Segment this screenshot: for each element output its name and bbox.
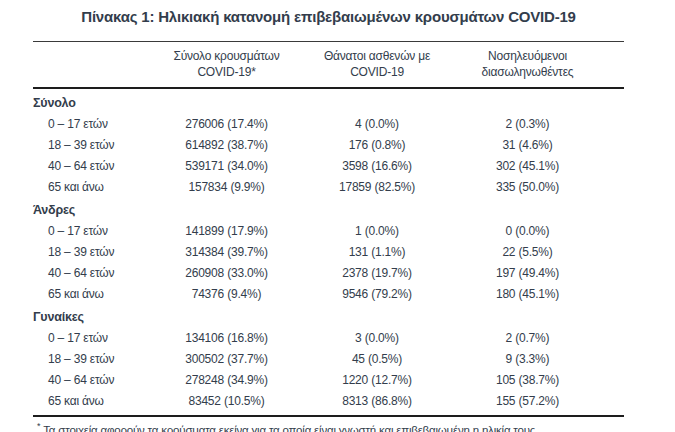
cases-value: 134106 (16.8%) [152,328,301,349]
table-row: 40 – 64 ετών539171 (34.0%)3598 (16.6%)30… [33,156,624,177]
header-line: Νοσηλευόμενοι [453,48,602,64]
table-row: 65 και άνω157834 (9.9%)17859 (82.5%)335 … [33,177,624,198]
intubated-value: 22 (5.5%) [453,242,624,263]
age-group-label: 0 – 17 ετών [33,328,152,349]
empty-cell [453,91,624,116]
age-group-label: 40 – 64 ετών [33,156,152,177]
table-row: 18 – 39 ετών614892 (38.7%)176 (0.8%)31 (… [33,135,624,156]
intubated-value: 335 (50.0%) [453,177,624,198]
cases-value: 83452 (10.5%) [152,391,301,412]
table-row: 65 και άνω83452 (10.5%)8313 (86.8%)155 (… [33,391,624,412]
age-group-label: 65 και άνω [33,284,152,305]
header-line: Σύνολο κρουσμάτων [152,48,301,64]
table-row: 0 – 17 ετών141899 (17.9%)1 (0.0%)0 (0.0%… [33,221,624,242]
empty-cell [152,91,301,116]
footnote-asterisk: * [33,421,40,431]
deaths-value: 45 (0.5%) [301,349,453,370]
table-footnote: *Τα στοιχεία αφορούν τα κρούσματα εκείνα… [33,415,624,432]
table-row: 18 – 39 ετών300502 (37.7%)45 (0.5%)9 (3.… [33,349,624,370]
age-group-label: 65 και άνω [33,177,152,198]
intubated-value: 302 (45.1%) [453,156,624,177]
header-line: COVID-19 [301,64,453,80]
cases-value: 614892 (38.7%) [152,135,301,156]
cases-value: 141899 (17.9%) [152,221,301,242]
table-row: 40 – 64 ετών260908 (33.0%)2378 (19.7%)19… [33,263,624,284]
cases-value: 157834 (9.9%) [152,177,301,198]
table-row: 40 – 64 ετών278248 (34.9%)1220 (12.7%)10… [33,370,624,391]
intubated-value: 2 (0.3%) [453,114,624,135]
deaths-value: 4 (0.0%) [301,114,453,135]
deaths-value: 1 (0.0%) [301,221,453,242]
header-line: διασωληνωθέντες [453,64,602,80]
age-group-label: 0 – 17 ετών [33,114,152,135]
deaths-value: 176 (0.8%) [301,135,453,156]
deaths-value: 8313 (86.8%) [301,391,453,412]
cases-value: 314384 (39.7%) [152,242,301,263]
age-group-label: 0 – 17 ετών [33,221,152,242]
cases-value: 260908 (33.0%) [152,263,301,284]
section-label: Γυναίκες [33,305,152,330]
empty-cell [152,305,301,330]
report-page: Πίνακας 1: Ηλικιακή κατανομή επιβεβαιωμέ… [0,0,675,432]
section-header-row: Σύνολο [33,91,624,114]
cases-value: 278248 (34.9%) [152,370,301,391]
header-line: Θάνατοι ασθενών με [301,48,453,64]
age-group-label: 18 – 39 ετών [33,349,152,370]
header-empty-cell [33,48,152,80]
deaths-value: 2378 (19.7%) [301,263,453,284]
empty-cell [301,198,453,223]
intubated-value: 197 (49.4%) [453,263,624,284]
covid-age-table: Πίνακας 1: Ηλικιακή κατανομή επιβεβαιωμέ… [33,8,624,432]
deaths-value: 3 (0.0%) [301,328,453,349]
table-row: 0 – 17 ετών134106 (16.8%)3 (0.0%)2 (0.7%… [33,328,624,349]
intubated-value: 180 (45.1%) [453,284,624,305]
deaths-value: 3598 (16.6%) [301,156,453,177]
age-group-label: 18 – 39 ετών [33,242,152,263]
header-total-cases: Σύνολο κρουσμάτων COVID-19* [152,48,301,80]
header-deaths: Θάνατοι ασθενών με COVID-19 [301,48,453,80]
empty-cell [301,305,453,330]
table-title: Πίνακας 1: Ηλικιακή κατανομή επιβεβαιωμέ… [33,8,624,25]
intubated-value: 9 (3.3%) [453,349,624,370]
empty-cell [301,91,453,116]
cases-value: 74376 (9.4%) [152,284,301,305]
intubated-value: 0 (0.0%) [453,221,624,242]
age-group-label: 18 – 39 ετών [33,135,152,156]
intubated-value: 155 (57.2%) [453,391,624,412]
cases-value: 539171 (34.0%) [152,156,301,177]
age-group-label: 65 και άνω [33,391,152,412]
section-label: Σύνολο [33,91,152,116]
table-body: Σύνολο0 – 17 ετών276006 (17.4%)4 (0.0%)2… [33,89,624,412]
footnote-text: Τα στοιχεία αφορούν τα κρούσματα εκείνα … [43,424,535,432]
section-header-row: Άνδρες [33,198,624,221]
intubated-value: 31 (4.6%) [453,135,624,156]
cases-value: 300502 (37.7%) [152,349,301,370]
intubated-value: 105 (38.7%) [453,370,624,391]
deaths-value: 9546 (79.2%) [301,284,453,305]
age-group-label: 40 – 64 ετών [33,370,152,391]
section-label: Άνδρες [33,198,152,223]
header-intubated: Νοσηλευόμενοι διασωληνωθέντες [453,48,624,80]
empty-cell [152,198,301,223]
intubated-value: 2 (0.7%) [453,328,624,349]
empty-cell [453,305,624,330]
table-row: 18 – 39 ετών314384 (39.7%)131 (1.1%)22 (… [33,242,624,263]
deaths-value: 1220 (12.7%) [301,370,453,391]
deaths-value: 131 (1.1%) [301,242,453,263]
table-header-row: Σύνολο κρουσμάτων COVID-19* Θάνατοι ασθε… [33,41,624,89]
empty-cell [453,198,624,223]
deaths-value: 17859 (82.5%) [301,177,453,198]
section-header-row: Γυναίκες [33,305,624,328]
header-line: COVID-19* [152,64,301,80]
cases-value: 276006 (17.4%) [152,114,301,135]
age-group-label: 40 – 64 ετών [33,263,152,284]
table-row: 65 και άνω74376 (9.4%)9546 (79.2%)180 (4… [33,284,624,305]
table-row: 0 – 17 ετών276006 (17.4%)4 (0.0%)2 (0.3%… [33,114,624,135]
